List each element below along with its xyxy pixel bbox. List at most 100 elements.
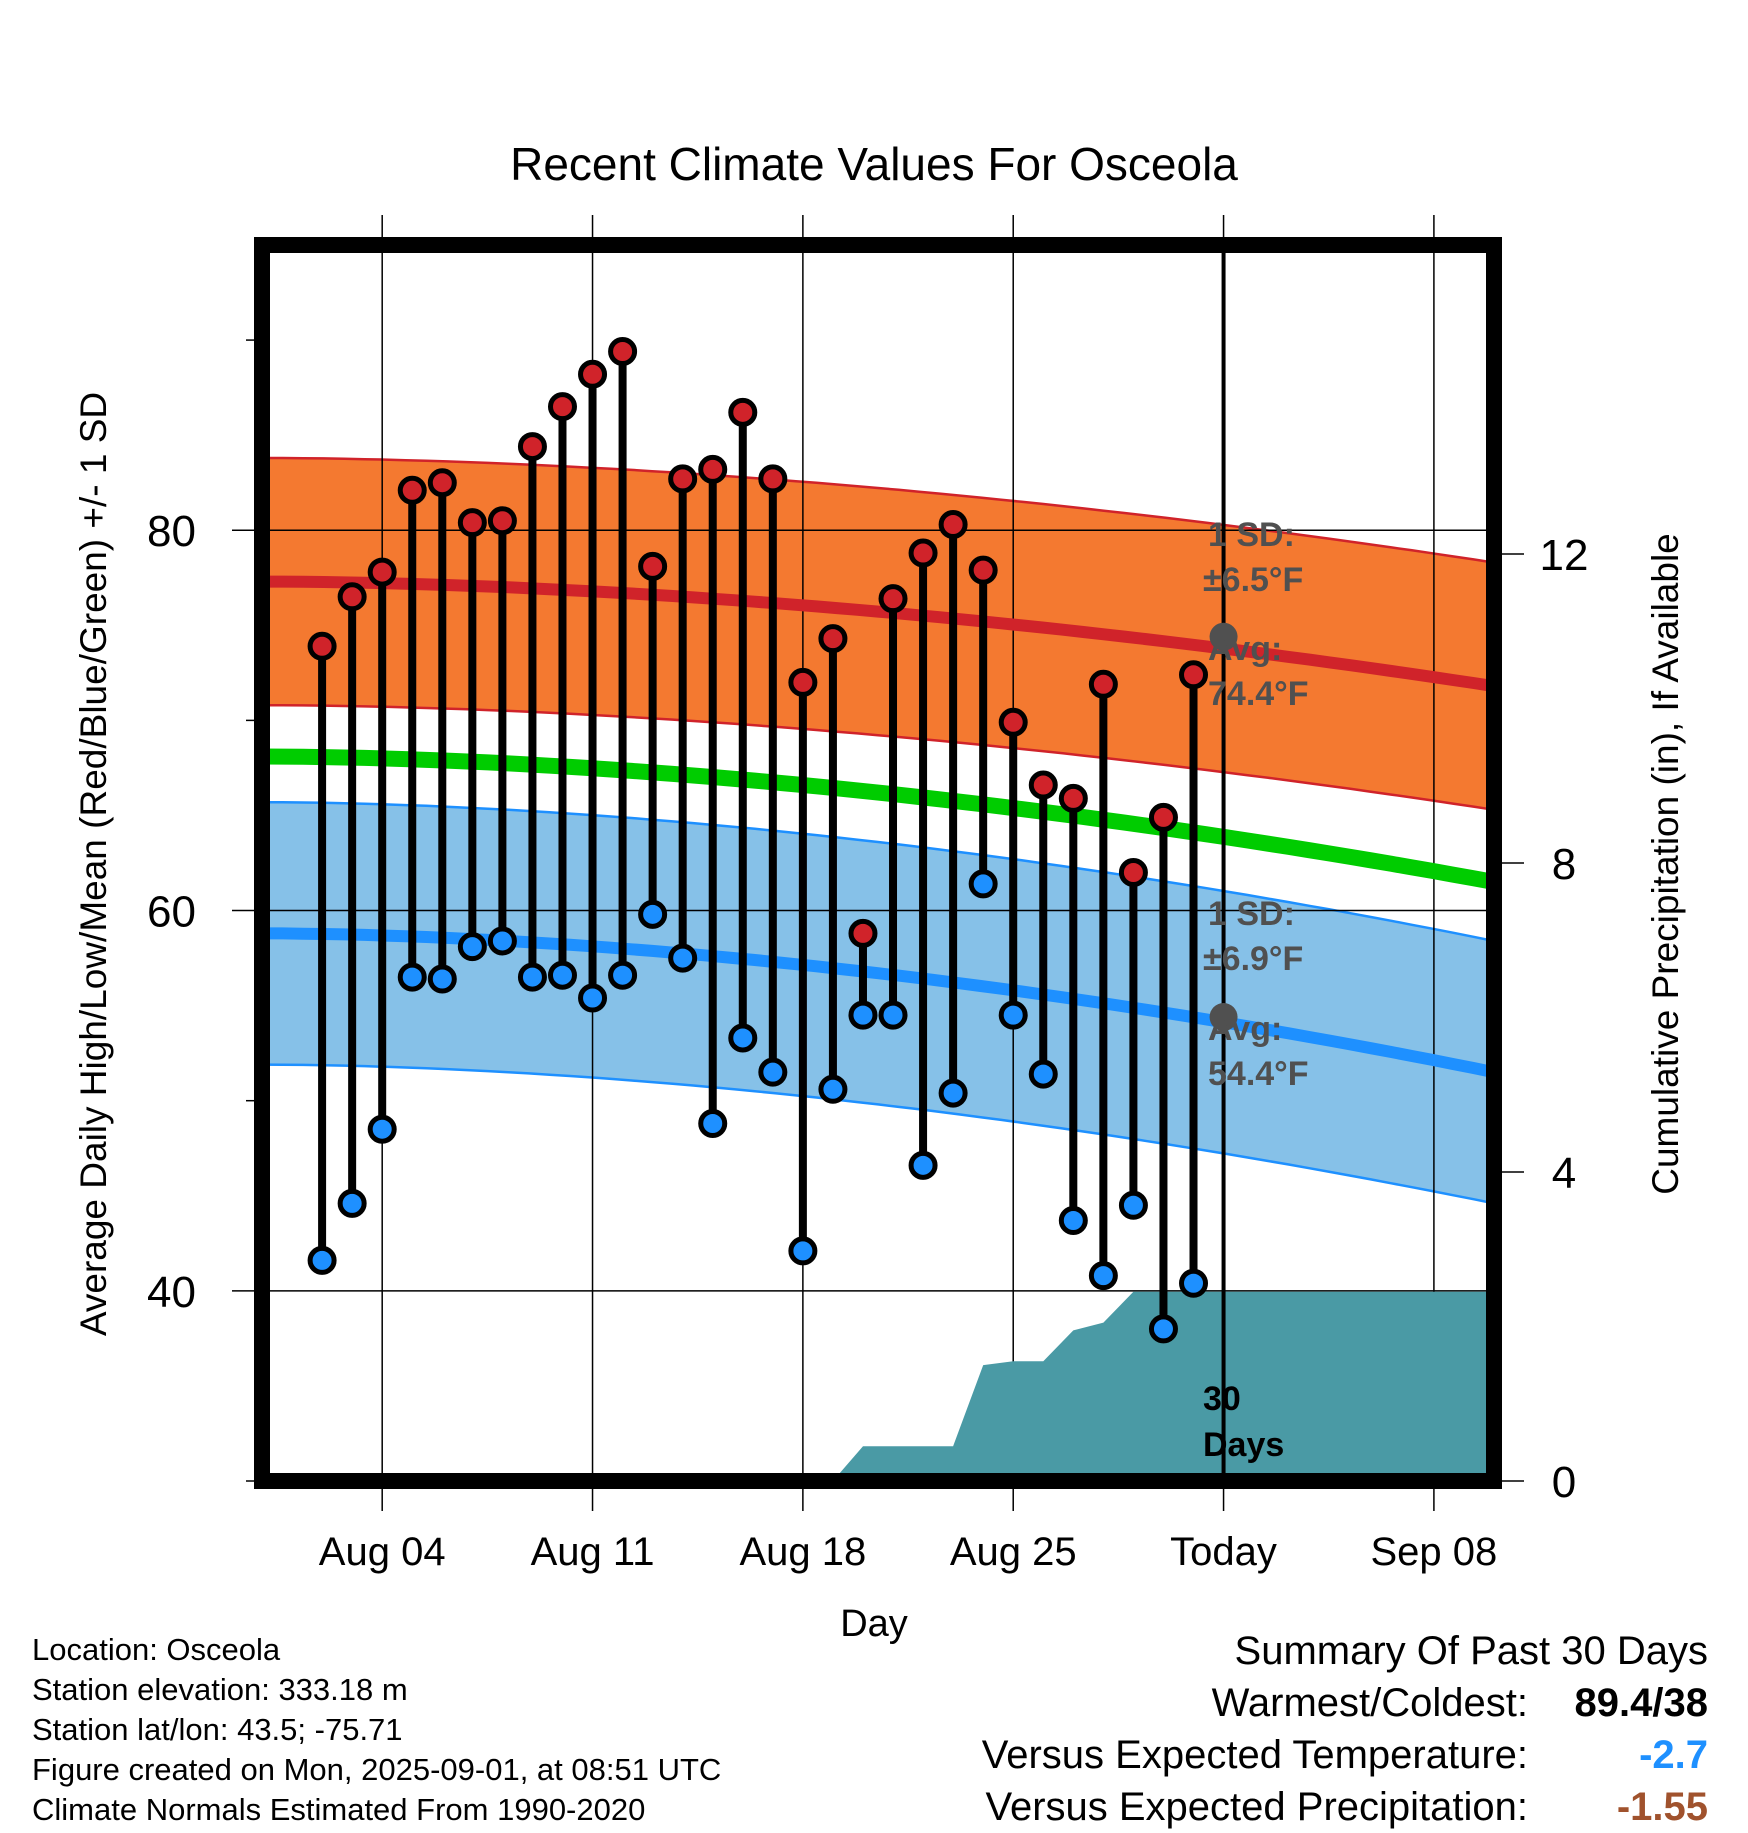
- low-avg-value: 54.4°F: [1208, 1055, 1309, 1093]
- daily-high-point: [367, 557, 397, 587]
- x-tick-label: Aug 25: [950, 1530, 1077, 1574]
- daily-high-point: [758, 464, 788, 494]
- daily-high-point: [457, 508, 487, 538]
- daily-low-point: [1148, 1314, 1178, 1344]
- temp-label: Versus Expected Temperature:: [981, 1733, 1528, 1777]
- daily-low-point: [728, 1023, 758, 1053]
- summary-precip-row: Versus Expected Precipitation: -1.55: [982, 1781, 1708, 1833]
- x-tick-label: Aug 18: [739, 1530, 866, 1574]
- daily-low-point: [878, 1000, 908, 1030]
- daily-low-point: [848, 1000, 878, 1030]
- period-line1: 30: [1203, 1380, 1241, 1418]
- high-sd-value: ±6.5°F: [1203, 561, 1303, 599]
- summary-title: Summary Of Past 30 Days: [1234, 1629, 1708, 1673]
- daily-low-point: [337, 1188, 367, 1218]
- daily-low-point: [1118, 1190, 1148, 1220]
- daily-high-point: [968, 555, 998, 585]
- precip-area: [262, 1291, 1494, 1481]
- daily-high-point: [547, 392, 577, 422]
- daily-low-point: [517, 962, 547, 992]
- warmest-value: 89.4/38: [1574, 1681, 1708, 1725]
- daily-high-point: [397, 475, 427, 505]
- y-axis-label: Average Daily High/Low/Mean (Red/Blue/Gr…: [73, 392, 114, 1336]
- daily-low-point: [487, 926, 517, 956]
- daily-high-point: [638, 551, 668, 581]
- daily-high-point: [698, 454, 728, 484]
- daily-low-point: [668, 943, 698, 973]
- axes: 40 60 80 0 4 8 12 Aug 04 Aug 11 Aug 18 Aug 25 Today…: [147, 339, 1589, 1574]
- daily-high-point: [788, 667, 818, 697]
- y2-tick-label: 8: [1552, 840, 1576, 889]
- daily-low-point: [968, 869, 998, 899]
- daily-low-point: [1058, 1205, 1088, 1235]
- daily-high-point: [878, 584, 908, 614]
- summary-temp-row: Versus Expected Temperature: -2.7: [982, 1729, 1708, 1781]
- daily-observations: [307, 336, 1209, 1344]
- station-info: Location: Osceola Station elevation: 333…: [32, 1630, 721, 1830]
- daily-high-point: [578, 359, 608, 389]
- daily-low-point: [638, 899, 668, 929]
- summary-panel: Summary Of Past 30 Days Warmest/Coldest:…: [982, 1625, 1708, 1833]
- daily-high-point: [1058, 783, 1088, 813]
- daily-low-point: [578, 983, 608, 1013]
- daily-low-point: [608, 960, 638, 990]
- daily-low-point: [788, 1236, 818, 1266]
- daily-low-point: [307, 1245, 337, 1275]
- low-sd-upper-edge: [262, 800, 1495, 943]
- normals-text: Climate Normals Estimated From 1990-2020: [32, 1792, 646, 1827]
- daily-high-point: [998, 707, 1028, 737]
- low-sd-band: [262, 802, 1494, 1204]
- normal-bands: [261, 456, 1495, 1205]
- daily-high-point: [307, 631, 337, 661]
- daily-low-point: [758, 1057, 788, 1087]
- daily-high-point: [517, 432, 547, 462]
- chart-title: Recent Climate Values For Osceola: [510, 138, 1238, 190]
- daily-high-point: [668, 464, 698, 494]
- temp-value: -2.7: [1639, 1733, 1708, 1777]
- daily-low-point: [457, 932, 487, 962]
- created-text: Figure created on Mon, 2025-09-01, at 08…: [32, 1752, 722, 1787]
- today-line: [1209, 245, 1238, 1481]
- daily-low-point: [818, 1074, 848, 1104]
- daily-high-point: [487, 506, 517, 536]
- low-avg-label: Avg:: [1208, 1010, 1282, 1048]
- high-avg-label: Avg:: [1208, 630, 1282, 668]
- daily-high-point: [728, 397, 758, 427]
- daily-low-point: [547, 960, 577, 990]
- daily-low-point: [998, 1000, 1028, 1030]
- high-sd-lower-edge: [262, 703, 1495, 812]
- daily-high-point: [1028, 770, 1058, 800]
- location-text: Location: Osceola: [32, 1632, 281, 1667]
- period-line2: Days: [1203, 1426, 1284, 1464]
- daily-low-point: [1088, 1261, 1118, 1291]
- low-sd-value: ±6.9°F: [1203, 940, 1303, 978]
- daily-high-point: [1179, 660, 1209, 690]
- summary-warmest-row: Warmest/Coldest: 89.4/38: [982, 1677, 1708, 1729]
- daily-high-point: [848, 918, 878, 948]
- daily-high-point: [1118, 858, 1148, 888]
- x-axis-label: Day: [840, 1603, 908, 1645]
- y2-tick-label: 4: [1552, 1149, 1576, 1198]
- y-tick-label: 40: [147, 1268, 196, 1317]
- x-tick-label: Sep 08: [1371, 1530, 1498, 1574]
- daily-high-point: [938, 510, 968, 540]
- daily-high-point: [608, 336, 638, 366]
- daily-low-point: [367, 1114, 397, 1144]
- warmest-label: Warmest/Coldest:: [1211, 1681, 1528, 1725]
- y2-tick-label: 12: [1540, 531, 1589, 580]
- high-sd-upper-edge: [262, 456, 1495, 564]
- y2-axis-label: Cumulative Precipitation (in), If Availa…: [1645, 533, 1686, 1195]
- low-sd-label: 1 SD:: [1208, 895, 1295, 933]
- daily-low-point: [1179, 1268, 1209, 1298]
- mean-normal-line: [261, 748, 1496, 890]
- daily-low-point: [1028, 1059, 1058, 1089]
- daily-low-point: [397, 962, 427, 992]
- x-tick-label: Today: [1170, 1530, 1277, 1574]
- daily-low-point: [427, 964, 457, 994]
- y2-tick-label: 0: [1552, 1458, 1576, 1507]
- high-sd-band: [262, 458, 1494, 810]
- daily-high-point: [1088, 669, 1118, 699]
- high-avg-value: 74.4°F: [1208, 675, 1309, 713]
- y-tick-label: 80: [147, 507, 196, 556]
- daily-low-point: [938, 1078, 968, 1108]
